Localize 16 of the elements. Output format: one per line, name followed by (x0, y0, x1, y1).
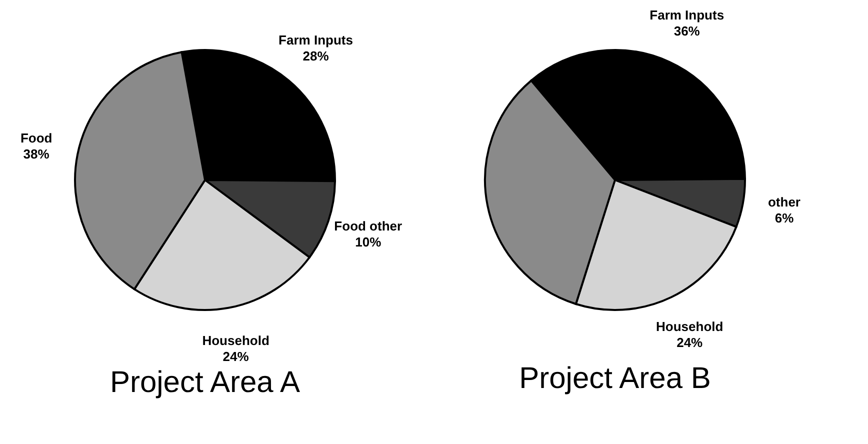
slice-label: Household (202, 333, 270, 348)
data-label: 38% (23, 146, 50, 162)
data-label: 28% (302, 48, 330, 64)
slice-label: other (768, 194, 800, 210)
text: Project Area A (110, 366, 300, 400)
slice-label: Food (20, 130, 52, 146)
data-label: 10% (355, 234, 382, 250)
slice-label: Farm Inputs (650, 8, 724, 23)
text: Project Area B (519, 362, 711, 395)
data-label: 24% (222, 349, 250, 364)
data-label: 36% (674, 24, 700, 39)
data-label: 6% (774, 210, 794, 226)
slice-label: Household (656, 318, 724, 334)
slice-label: Food other (334, 218, 402, 234)
slice-label: Farm Inputs (278, 32, 353, 48)
data-label: 24% (676, 334, 704, 350)
